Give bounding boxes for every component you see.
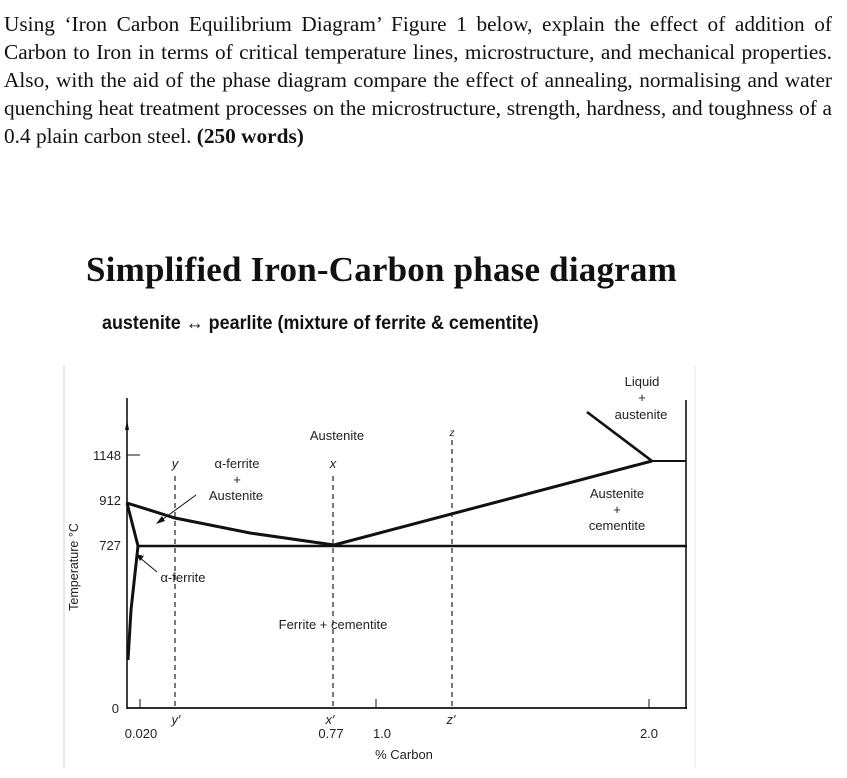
x-tick-label-2-0: 2.0 xyxy=(640,726,658,741)
y-axis-arrow-icon xyxy=(125,420,129,430)
pointer-arrow-alpha-ferrite xyxy=(138,556,158,573)
y-tick-label-1148: 1148 xyxy=(93,448,121,463)
marker-y-prime: y′ xyxy=(171,712,182,727)
svg-text:cementite: cementite xyxy=(589,518,645,533)
a3-line xyxy=(126,501,335,547)
marker-x-prime: x′ xyxy=(325,712,336,727)
marker-z: z xyxy=(449,428,455,439)
marker-x: x xyxy=(329,456,337,471)
liquidus-line xyxy=(586,410,653,463)
svg-text:+: + xyxy=(638,390,646,405)
x-axis-title: % Carbon xyxy=(375,747,433,762)
acm-line xyxy=(333,459,653,547)
x-tick-label-0020: 0.020 xyxy=(125,726,158,741)
svg-text:austenite: austenite xyxy=(615,407,668,422)
y-axis-title: Temperature °C xyxy=(67,523,81,611)
marker-y: y xyxy=(171,456,180,471)
question-body: Using ‘Iron Carbon Equilibrium Diagram’ … xyxy=(4,12,832,148)
svg-text:Austenite: Austenite xyxy=(590,486,644,501)
svg-text:+: + xyxy=(613,502,621,517)
y-tick-label-912: 912 xyxy=(99,493,121,508)
figure-subtitle: austenite ↔ pearlite (mixture of ferrite… xyxy=(102,312,539,334)
region-austenite-cementite: Austenite + cementite xyxy=(589,486,645,533)
svg-text:+: + xyxy=(233,472,241,487)
arrowhead-icon xyxy=(136,554,144,561)
svg-text:Liquid: Liquid xyxy=(625,374,660,389)
pointer-arrow-alpha-austenite xyxy=(158,494,197,523)
arrowhead-icon xyxy=(156,516,165,524)
region-liquid-austenite: Liquid + austenite xyxy=(615,374,668,422)
figure-title: Simplified Iron-Carbon phase diagram xyxy=(86,250,677,289)
marker-z-prime: z′ xyxy=(446,712,457,727)
region-alpha-ferrite: α-ferrite xyxy=(160,570,205,585)
svg-text:Austenite: Austenite xyxy=(209,488,263,503)
x-tick-label-077: 0.77 xyxy=(318,726,343,741)
y-tick-label-727: 727 xyxy=(99,538,121,553)
ferrite-solvus-line xyxy=(125,502,140,661)
region-ferrite-cementite: Ferrite + cementite xyxy=(279,617,388,632)
y-tick-label-0: 0 xyxy=(112,701,119,716)
region-alpha-ferrite-austenite: α-ferrite + Austenite xyxy=(209,456,263,503)
svg-text:α-ferrite: α-ferrite xyxy=(214,456,259,471)
question-text: Using ‘Iron Carbon Equilibrium Diagram’ … xyxy=(4,10,832,150)
region-austenite: Austenite xyxy=(310,428,364,443)
x-tick-label-1-0: 1.0 xyxy=(373,726,391,741)
word-count-requirement: (250 words) xyxy=(196,124,304,148)
